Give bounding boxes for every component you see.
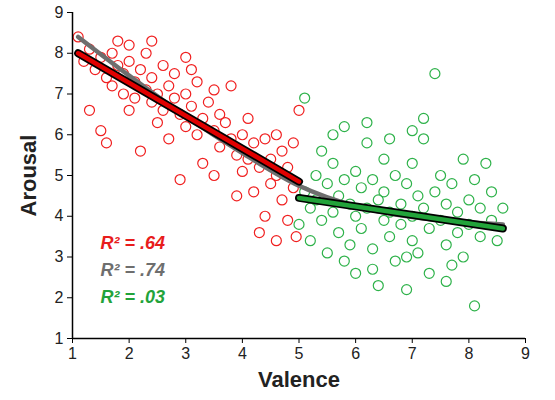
svg-text:7: 7 xyxy=(55,85,64,102)
svg-text:2: 2 xyxy=(55,289,64,306)
svg-text:8: 8 xyxy=(55,44,64,61)
svg-text:8: 8 xyxy=(464,345,473,362)
svg-text:9: 9 xyxy=(55,4,64,21)
svg-text:Valence: Valence xyxy=(258,367,340,392)
svg-text:3: 3 xyxy=(181,345,190,362)
svg-text:5: 5 xyxy=(295,345,304,362)
svg-text:3: 3 xyxy=(55,248,64,265)
svg-text:4: 4 xyxy=(238,345,247,362)
svg-text:Arousal: Arousal xyxy=(16,135,41,217)
svg-text:7: 7 xyxy=(408,345,417,362)
svg-text:9: 9 xyxy=(521,345,530,362)
svg-text:1: 1 xyxy=(55,330,64,347)
svg-text:R² = .03: R² = .03 xyxy=(101,287,166,307)
svg-text:5: 5 xyxy=(55,167,64,184)
svg-text:1: 1 xyxy=(68,345,77,362)
svg-text:6: 6 xyxy=(55,126,64,143)
svg-text:R² = .64: R² = .64 xyxy=(101,233,166,253)
svg-text:2: 2 xyxy=(125,345,134,362)
svg-text:4: 4 xyxy=(55,207,64,224)
svg-text:6: 6 xyxy=(351,345,360,362)
svg-text:R² = .74: R² = .74 xyxy=(101,260,166,280)
